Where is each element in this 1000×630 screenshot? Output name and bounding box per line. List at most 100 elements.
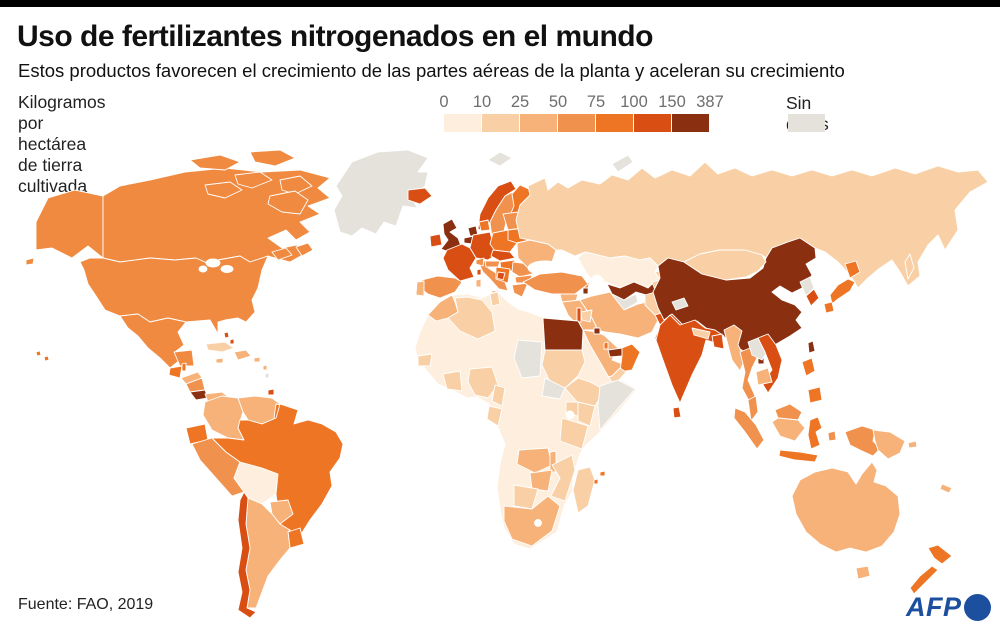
legend-tick: 150 (658, 93, 686, 111)
region-alaska (35, 189, 104, 259)
region-egypt (542, 317, 584, 351)
region-malaysia-peninsula (747, 395, 759, 422)
region-north-korea (799, 276, 815, 297)
region-vietnam (757, 333, 783, 394)
legend-swatch-1 (444, 114, 481, 132)
region-arctic-islands (249, 149, 296, 167)
afp-logo-dot (963, 594, 991, 621)
top-black-bar (0, 0, 1000, 7)
region-chad (513, 339, 543, 379)
region-sulawesi (807, 416, 823, 450)
legend-swatch-7 (672, 114, 709, 132)
region-arctic-islands (204, 181, 243, 199)
region-congo-gabon (486, 405, 503, 427)
region-australia (791, 461, 901, 553)
legend-nodata-swatch (788, 114, 825, 132)
region-jordan (580, 309, 593, 323)
region-puerto-rico (253, 356, 261, 363)
region-kuwait (593, 327, 601, 335)
region-svalbard (487, 151, 513, 167)
region-trinidad (267, 388, 275, 396)
region-borneo-south (771, 417, 806, 442)
region-new-zealand-south (909, 565, 939, 595)
region-philippines-luzon (801, 357, 816, 377)
afp-logo-text: AFP (906, 592, 962, 622)
source-credit: Fuente: FAO, 2019 (18, 596, 154, 613)
region-czech-slovakia (490, 249, 516, 262)
region-colombia (202, 395, 245, 441)
legend-swatch-6 (634, 114, 671, 132)
region-japan-hokkaido (844, 260, 861, 279)
region-new-caledonia (939, 483, 953, 494)
region-tasmania (855, 565, 871, 580)
region-nigeria (467, 366, 499, 399)
region-zimbabwe (529, 469, 553, 492)
region-iceland (407, 187, 433, 205)
region-oman (619, 343, 641, 373)
region-cuba (205, 341, 235, 353)
region-turkey (522, 271, 589, 295)
legend-tick: 75 (586, 93, 606, 111)
region-aleutians (25, 257, 35, 266)
region-zambia (516, 447, 553, 474)
region-south-korea (805, 288, 820, 307)
region-reunion (593, 478, 599, 485)
region-arctic-islands (189, 154, 241, 171)
legend-tick: 0 (439, 93, 449, 111)
region-borneo-north (774, 403, 803, 421)
region-taiwan (807, 340, 816, 354)
region-sardinia (475, 278, 482, 288)
region-mexico (119, 313, 187, 369)
region-arctic-islands (279, 175, 313, 195)
region-south-sudan (541, 377, 566, 400)
region-bosnia (496, 271, 506, 281)
region-south-africa (503, 495, 561, 547)
region-hawaii (35, 350, 42, 357)
afp-logo: AFP (906, 592, 991, 623)
page-title: Uso de fertilizantes nitrogenados en el … (17, 20, 653, 53)
map-north-america (25, 149, 429, 403)
region-cameroon (491, 384, 506, 407)
region-belize (181, 362, 187, 372)
region-bangladesh (711, 333, 725, 350)
region-israel (576, 307, 582, 323)
legend-swatch-3 (520, 114, 557, 132)
region-ghana-ivory (442, 370, 463, 392)
legend-tick: 100 (620, 93, 648, 111)
region-tunisia (489, 291, 501, 307)
region-bahamas (223, 331, 230, 339)
region-sri-lanka (672, 406, 682, 419)
region-moluccas (827, 430, 837, 442)
region-canada (271, 247, 293, 261)
region-hispaniola (233, 349, 252, 361)
legend-swatch-4 (558, 114, 595, 132)
map-asia (652, 237, 861, 463)
region-new-zealand-north (927, 544, 953, 565)
legend-unit-label: Kilogramos por hectárea de tierra cultiv… (18, 92, 106, 196)
region-portugal (415, 280, 425, 297)
region-qatar (603, 341, 609, 350)
region-brazil (211, 403, 344, 543)
region-new-britain (907, 440, 918, 449)
legend-tick: 387 (696, 93, 724, 111)
region-senegal (417, 353, 433, 367)
region-tanzania (559, 417, 589, 450)
region-arctic-islands (267, 190, 309, 215)
region-chile (237, 491, 257, 619)
region-sakhalin (904, 253, 915, 280)
region-mongolia (683, 249, 767, 281)
region-greenland (333, 149, 429, 237)
region-madagascar (572, 466, 596, 514)
region-uae (607, 347, 623, 358)
region-ireland (429, 233, 443, 248)
region-france (442, 243, 477, 282)
region-mexico (173, 349, 195, 367)
region-switzerland (475, 257, 485, 267)
map-south-america (185, 395, 344, 619)
region-cambodia (755, 367, 773, 386)
region-arctic-islands (234, 171, 273, 189)
region-kashmir (671, 297, 689, 311)
region-guatemala (168, 365, 183, 379)
